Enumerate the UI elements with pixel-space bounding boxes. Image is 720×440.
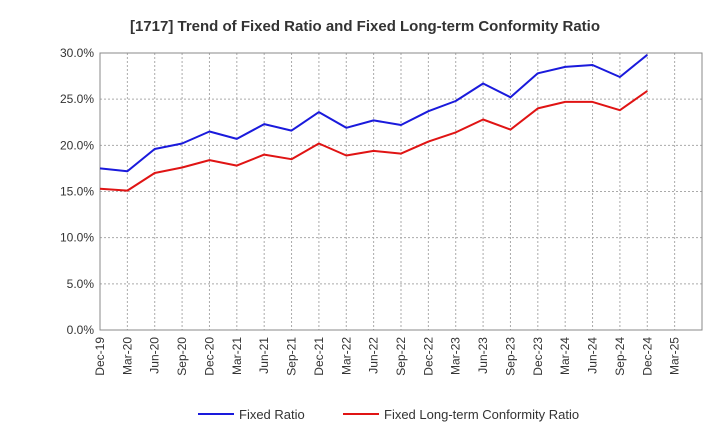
x-tick-label: Mar-25	[668, 337, 682, 375]
y-tick-label: 15.0%	[60, 185, 94, 199]
x-tick-label: Dec-19	[93, 337, 107, 376]
x-axis: Dec-19 Mar-20 Jun-20 Sep-20 Dec-20 Mar-21 Jun-…	[93, 337, 682, 376]
plot-frame	[99, 52, 703, 331]
chart-title: [1717] Trend of Fixed Ratio and Fixed Lo…	[130, 18, 600, 35]
y-tick-label: 20.0%	[60, 138, 94, 152]
x-tick-label: Mar-23	[449, 337, 463, 375]
y-tick-label: 10.0%	[60, 231, 94, 245]
x-tick-label: Jun-20	[148, 337, 162, 374]
legend: Fixed Ratio Fixed Long-term Conformity Ra…	[198, 407, 579, 422]
x-tick-label: Mar-20	[120, 337, 134, 375]
x-tick-label: Jun-22	[367, 337, 381, 374]
x-tick-label: Sep-21	[285, 337, 299, 376]
x-tick-label: Dec-21	[312, 337, 326, 376]
x-tick-label: Dec-22	[421, 337, 435, 376]
x-tick-label: Jun-21	[257, 337, 271, 374]
y-tick-label: 0.0%	[67, 323, 95, 337]
x-tick-label: Sep-23	[503, 337, 517, 376]
grid	[100, 53, 702, 330]
x-tick-label: Sep-22	[394, 337, 408, 376]
x-tick-label: Dec-20	[202, 337, 216, 376]
x-tick-label: Mar-21	[230, 337, 244, 375]
y-axis: 0.0% 5.0% 10.0% 15.0% 20.0% 25.0% 30.0%	[60, 46, 94, 337]
y-tick-label: 25.0%	[60, 92, 94, 106]
x-tick-label: Jun-23	[476, 337, 490, 374]
y-tick-label: 30.0%	[60, 46, 94, 60]
x-tick-label: Dec-23	[531, 337, 545, 376]
series-line-1	[99, 54, 648, 173]
y-tick-label: 5.0%	[67, 277, 95, 291]
legend-label-1: Fixed Ratio	[239, 407, 305, 422]
x-tick-label: Mar-24	[558, 337, 572, 375]
x-tick-label: Sep-24	[613, 337, 627, 376]
x-tick-label: Jun-24	[586, 337, 600, 374]
x-tick-label: Mar-22	[339, 337, 353, 375]
series-lines	[99, 54, 648, 192]
legend-label-2: Fixed Long-term Conformity Ratio	[384, 407, 579, 422]
x-tick-label: Sep-20	[175, 337, 189, 376]
x-tick-label: Dec-24	[640, 337, 654, 376]
series-line-2	[99, 90, 648, 192]
